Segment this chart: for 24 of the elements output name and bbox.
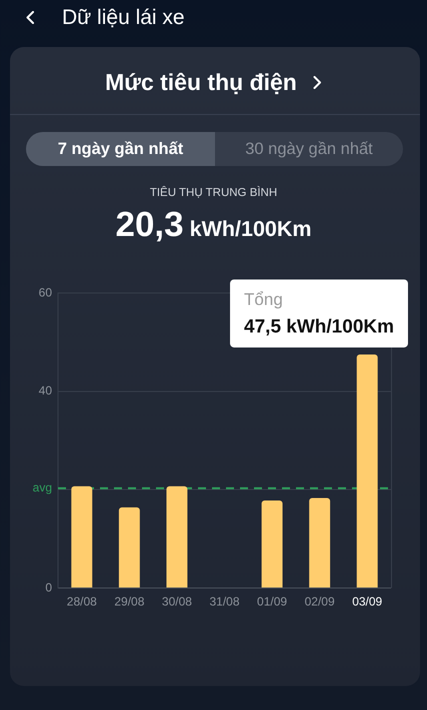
- text: Dữ liệu lái xe: [62, 6, 185, 30]
- text: TIÊU THỤ TRUNG BÌNH: [148, 185, 278, 201]
- bar: [356, 354, 378, 588]
- bar: [309, 498, 330, 588]
- x-tick-label: 02/09: [304, 594, 335, 609]
- text: 30 ngày gần nhất: [244, 139, 374, 160]
- bar: [118, 507, 140, 588]
- x-tick-label: 28/08: [66, 594, 98, 609]
- bar: [262, 500, 283, 588]
- y-tick-label: 40: [38, 384, 52, 398]
- text: 7 ngày gần nhất: [26, 132, 215, 166]
- ref-line-label: avg: [32, 480, 52, 495]
- x-tick-label: 30/08: [162, 594, 192, 609]
- text: 20,3 kWh/100Km: [116, 204, 312, 246]
- y-tick-label: 60: [38, 285, 52, 300]
- x-tick-label: 01/09: [257, 594, 288, 609]
- bar: [71, 486, 92, 588]
- annotation: Tổng 47,5 kWh/100Km: [244, 290, 394, 338]
- x-tick-label: 03/09: [352, 594, 383, 609]
- x-tick-label: 31/08: [209, 594, 240, 609]
- y-tick-label: 0: [45, 580, 52, 594]
- bar: [166, 486, 188, 588]
- chart-title: Mức tiêu thụ điện: [105, 68, 297, 97]
- x-tick-label: 29/08: [114, 594, 145, 609]
